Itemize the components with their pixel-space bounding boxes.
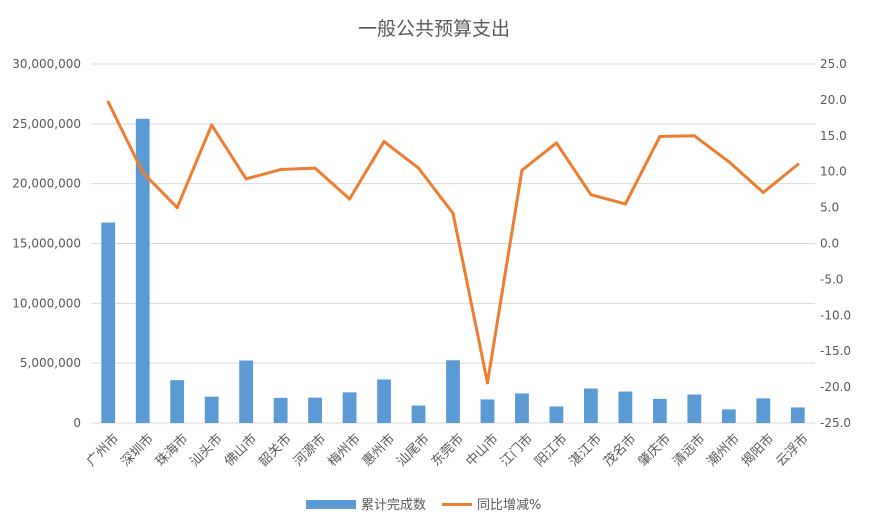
category-label: 东莞市: [428, 431, 467, 470]
category-label: 汕头市: [187, 431, 226, 470]
category-label: 湛江市: [566, 431, 605, 470]
legend-label-line: 同比增减%: [477, 498, 541, 513]
legend-label-bar: 累计完成数: [361, 498, 426, 513]
line-point: [417, 166, 421, 170]
bar: [480, 399, 495, 423]
category-label: 珠海市: [152, 431, 191, 470]
bar: [446, 360, 460, 423]
line-point: [106, 100, 110, 104]
line-point: [348, 197, 352, 201]
bar: [618, 391, 633, 423]
line-point: [313, 166, 317, 170]
right-axis: -25.0 -20.0 -15.0 -10.0 -5.0 0.0 5.0 10.0 15.0 20…: [820, 57, 851, 430]
line-point: [382, 140, 386, 144]
bar: [756, 398, 771, 423]
bar: [204, 396, 219, 423]
line-point: [761, 191, 765, 195]
right-tick-label: 20.0: [820, 93, 847, 107]
right-tick-label: -5.0: [820, 272, 843, 286]
bar: [342, 392, 357, 423]
bar: [721, 409, 736, 423]
category-label: 云浮市: [773, 431, 812, 470]
line-point: [589, 193, 593, 197]
bar: [790, 407, 805, 423]
category-label: 清远市: [669, 431, 708, 470]
right-tick-label: 15.0: [820, 129, 847, 143]
category-label: 揭阳市: [738, 431, 777, 470]
bar: [273, 397, 288, 423]
line-point: [279, 168, 283, 172]
bar: [101, 222, 116, 423]
bar: [239, 360, 254, 423]
category-label: 梅州市: [325, 431, 364, 470]
category-label: 潮州市: [704, 431, 743, 470]
bar: [135, 118, 150, 423]
right-tick-label: 5.0: [820, 201, 839, 215]
bar: [377, 379, 391, 423]
line-series: [106, 100, 800, 385]
left-tick-label: 25,000,000: [12, 117, 81, 131]
line-path: [106, 100, 800, 385]
category-label: 阳江市: [532, 431, 571, 470]
line-point: [451, 211, 455, 215]
bar: [308, 397, 322, 423]
bar: [515, 393, 529, 423]
left-tick-label: 20,000,000: [12, 177, 81, 191]
category-label: 佛山市: [221, 431, 260, 470]
left-tick-label: 30,000,000: [12, 57, 81, 71]
category-label: 汕尾市: [394, 431, 433, 470]
category-label: 深圳市: [118, 431, 157, 470]
category-label: 肇庆市: [635, 431, 674, 470]
bar-series: [101, 118, 805, 423]
line-point: [485, 381, 489, 385]
right-tick-label: -25.0: [820, 416, 851, 430]
legend: 累计完成数 同比增减%: [306, 498, 541, 513]
bar: [170, 380, 185, 423]
category-label: 广州市: [83, 431, 122, 470]
line-point: [727, 160, 731, 164]
line-point: [692, 134, 696, 138]
category-axis: 广州市深圳市珠海市汕头市佛山市韶关市河源市梅州市惠州市汕尾市东莞市中山市江门市阳…: [83, 431, 811, 470]
line-point: [623, 202, 627, 206]
line-point: [658, 135, 662, 139]
bar: [411, 405, 426, 423]
category-label: 中山市: [463, 431, 502, 470]
line-point: [210, 123, 214, 127]
left-tick-label: 0: [73, 416, 81, 430]
right-tick-label: 10.0: [820, 165, 847, 179]
category-label: 惠州市: [359, 431, 398, 470]
line-point: [244, 177, 248, 181]
legend-swatch-bar: [306, 500, 356, 509]
line-point: [520, 168, 524, 172]
category-label: 茂名市: [601, 431, 640, 470]
left-tick-label: 5,000,000: [20, 356, 81, 370]
right-tick-label: -20.0: [820, 380, 851, 394]
left-axis: 0 5,000,000 10,000,000 15,000,000 20,000,000…: [12, 57, 81, 430]
bar: [584, 388, 598, 423]
left-tick-label: 10,000,000: [12, 296, 81, 310]
right-tick-label: -10.0: [820, 308, 851, 322]
category-label: 河源市: [290, 431, 329, 470]
right-tick-label: 0.0: [820, 237, 839, 251]
left-tick-label: 15,000,000: [12, 237, 81, 251]
line-point: [554, 141, 558, 145]
category-label: 韶关市: [256, 431, 295, 470]
bar: [652, 398, 667, 423]
category-label: 江门市: [497, 431, 536, 470]
right-tick-label: 25.0: [820, 57, 847, 71]
chart-title: 一般公共预算支出: [358, 18, 510, 40]
line-point: [141, 170, 145, 174]
line-point: [796, 163, 800, 167]
line-point: [175, 206, 179, 210]
right-tick-label: -15.0: [820, 344, 851, 358]
bar: [687, 394, 702, 423]
bar: [549, 406, 564, 423]
